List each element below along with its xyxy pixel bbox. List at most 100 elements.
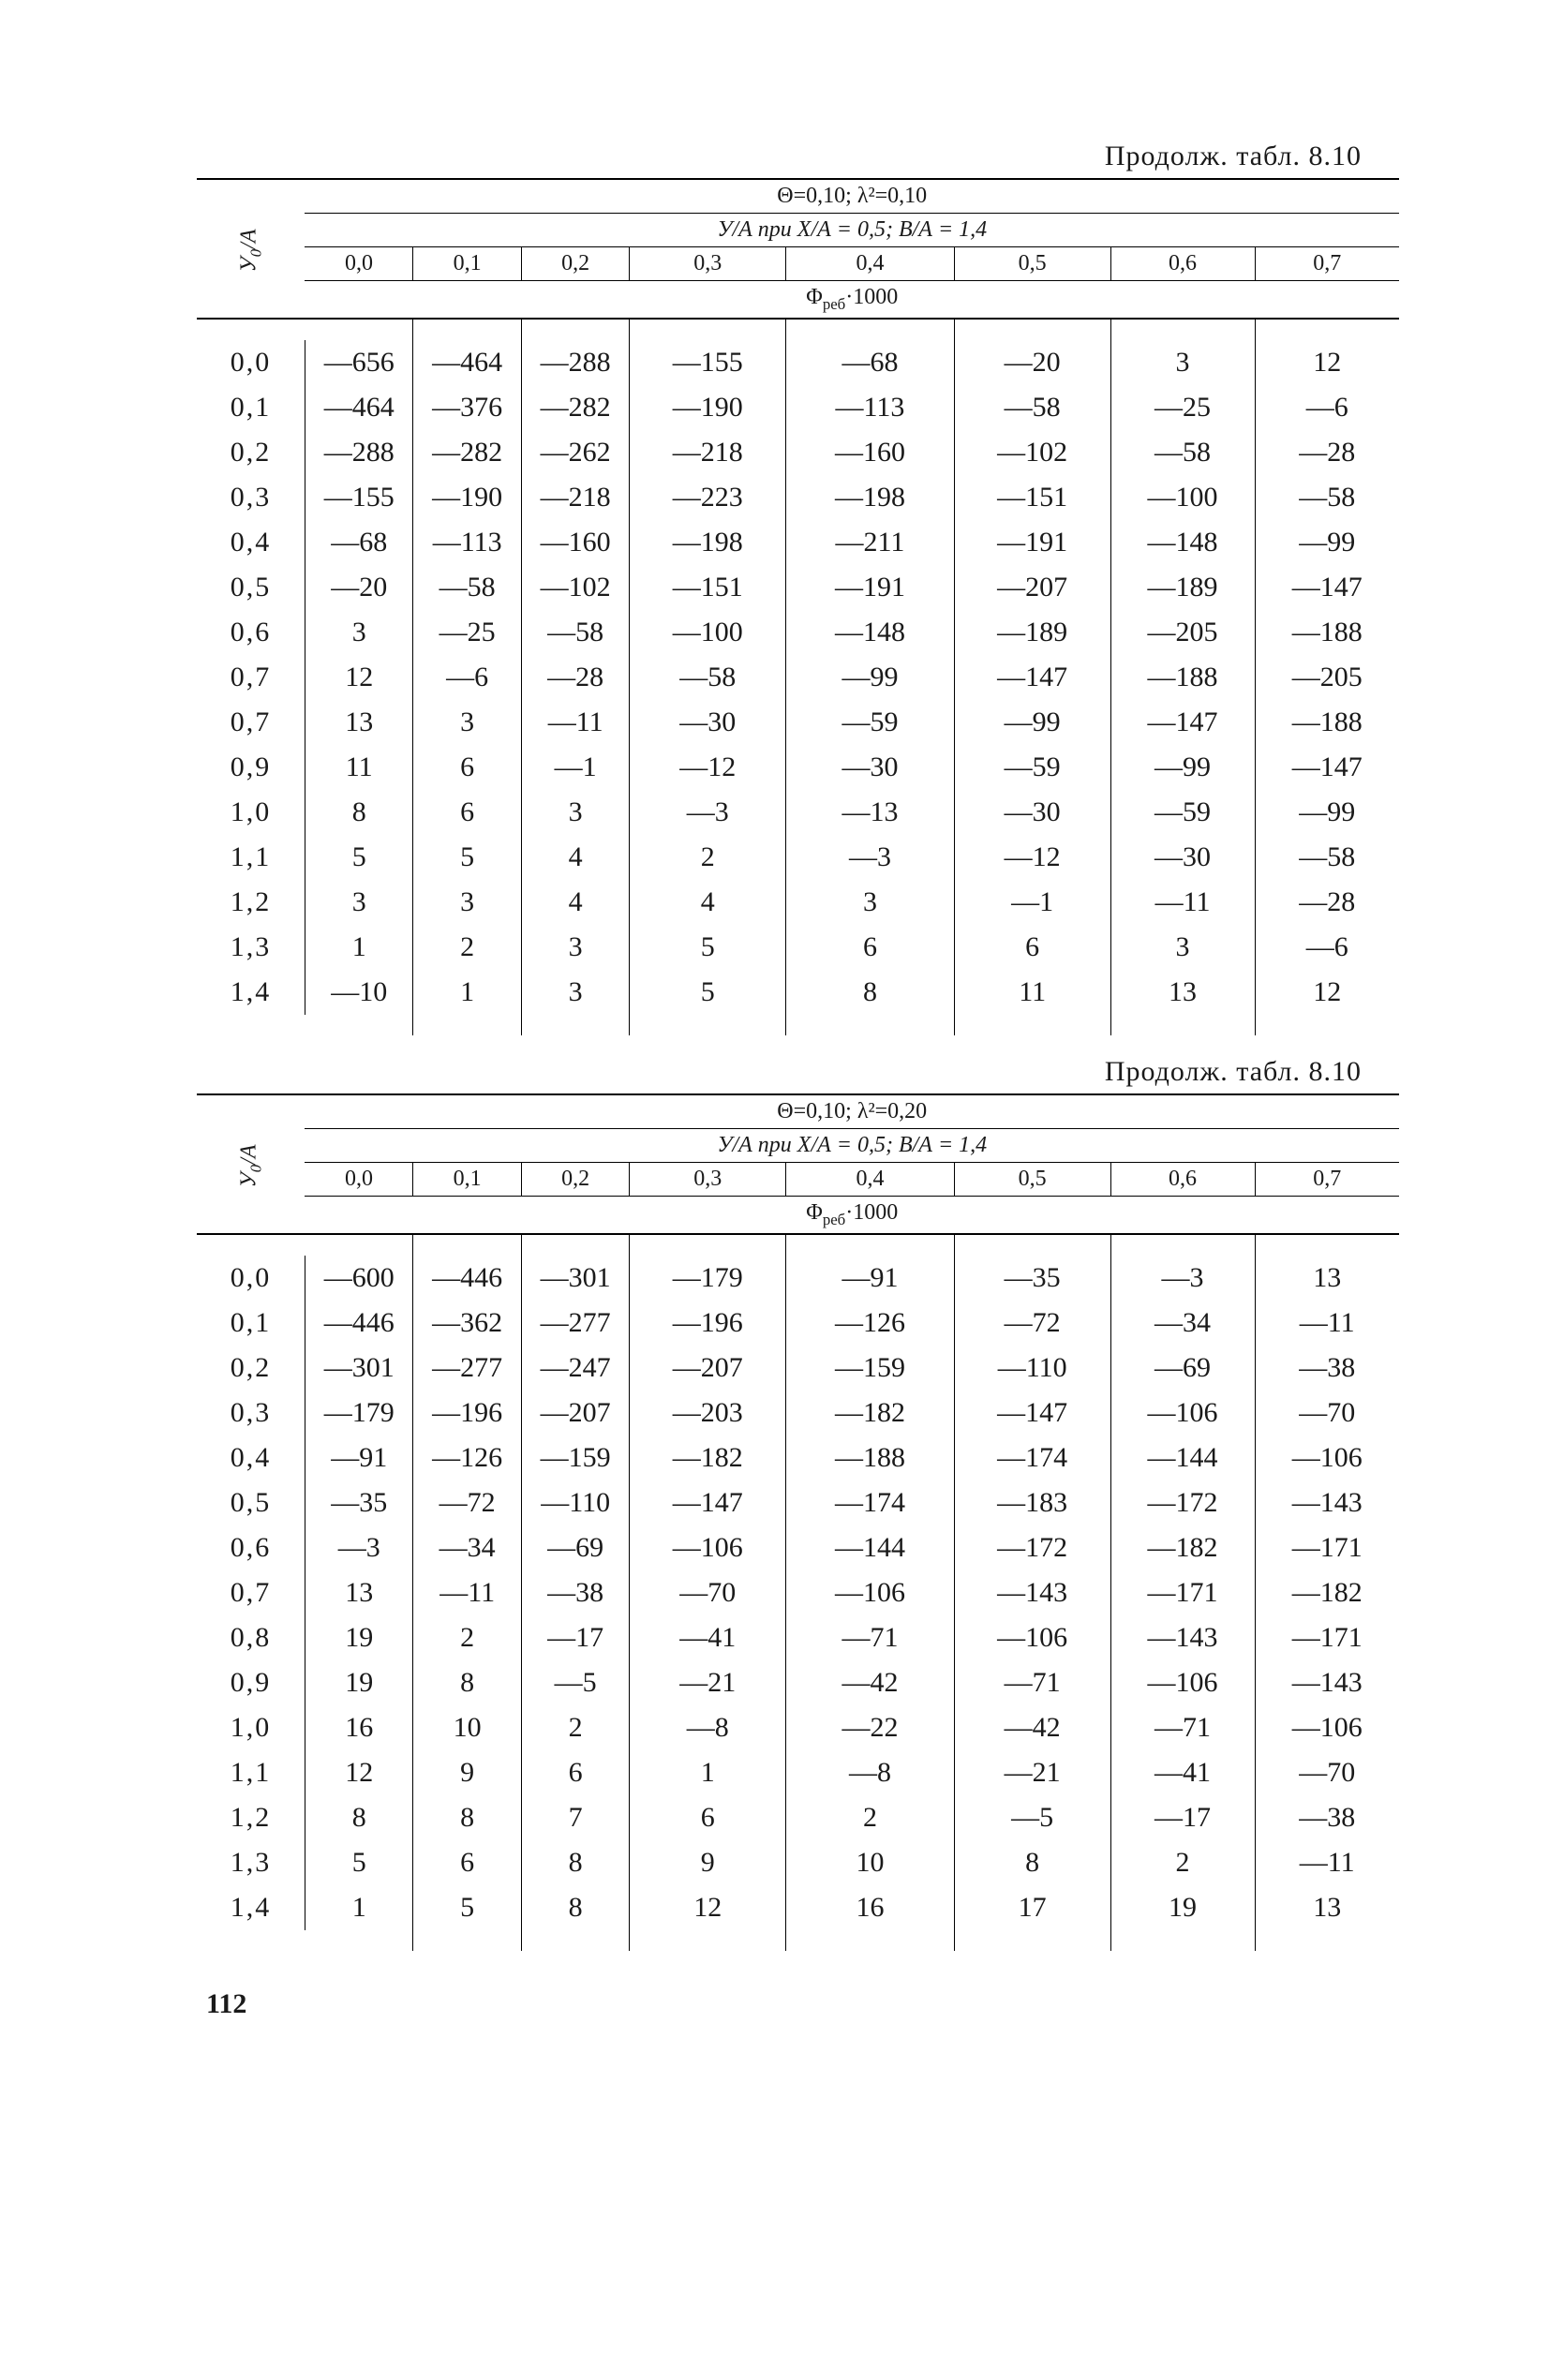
table-row: 0,713—11—38—70—106—143—171—182: [197, 1570, 1399, 1615]
cell: —8: [786, 1750, 955, 1795]
col-header: 0,6: [1110, 1162, 1255, 1196]
table-row: 1,4—101358111312: [197, 970, 1399, 1015]
row-label: 0,9: [197, 745, 305, 790]
cell: —207: [954, 565, 1110, 610]
cell: —30: [1110, 835, 1255, 880]
col-header: 0,0: [305, 1162, 412, 1196]
cell: —148: [1110, 520, 1255, 565]
cell: 3: [413, 880, 521, 925]
cell: —5: [521, 1660, 629, 1705]
cell: —179: [305, 1391, 412, 1435]
cell: —106: [1255, 1705, 1399, 1750]
row-label: 0,1: [197, 1301, 305, 1346]
cell: —301: [521, 1256, 629, 1301]
cell: 5: [413, 835, 521, 880]
cell: —6: [413, 655, 521, 700]
table-row: 0,4—68—113—160—198—211—191—148—99: [197, 520, 1399, 565]
cell: —99: [786, 655, 955, 700]
cell: —155: [630, 340, 786, 385]
cell: —159: [521, 1435, 629, 1480]
cell: —196: [630, 1301, 786, 1346]
cell: —3: [786, 835, 955, 880]
cell: —464: [413, 340, 521, 385]
table-row: 1,0863—3—13—30—59—99: [197, 790, 1399, 835]
cell: —41: [1110, 1750, 1255, 1795]
cell: —196: [413, 1391, 521, 1435]
table-row: 0,5—20—58—102—151—191—207—189—147: [197, 565, 1399, 610]
cell: 2: [413, 925, 521, 970]
cell: 2: [786, 1795, 955, 1840]
table-row: 1,31235663—6: [197, 925, 1399, 970]
cell: —171: [1255, 1525, 1399, 1570]
cell: —25: [1110, 385, 1255, 430]
cell: —34: [1110, 1301, 1255, 1346]
table-row: 0,7133—11—30—59—99—147—188: [197, 700, 1399, 745]
cell: 10: [786, 1840, 955, 1885]
cell: 5: [305, 1840, 412, 1885]
cell: 7: [521, 1795, 629, 1840]
row-label: 0,6: [197, 610, 305, 655]
cell: 3: [305, 610, 412, 655]
cell: 13: [1110, 970, 1255, 1015]
cell: 6: [521, 1750, 629, 1795]
cell: —189: [1110, 565, 1255, 610]
row-label: 0,9: [197, 1660, 305, 1705]
cell: 17: [954, 1885, 1110, 1930]
cell: —182: [1110, 1525, 1255, 1570]
cell: 8: [954, 1840, 1110, 1885]
cell: —11: [413, 1570, 521, 1615]
table-row: 1,016102—8—22—42—71—106: [197, 1705, 1399, 1750]
cell: —58: [1110, 430, 1255, 475]
cell: 4: [521, 880, 629, 925]
cell: —106: [1110, 1391, 1255, 1435]
cell: —144: [786, 1525, 955, 1570]
cell: 3: [1110, 925, 1255, 970]
table-row: 0,2—288—282—262—218—160—102—58—28: [197, 430, 1399, 475]
cell: —182: [786, 1391, 955, 1435]
cell: 8: [413, 1660, 521, 1705]
cell: —70: [1255, 1391, 1399, 1435]
col-header: 0,4: [786, 1162, 955, 1196]
table-row: 0,6—3—34—69—106—144—172—182—171: [197, 1525, 1399, 1570]
cell: —5: [954, 1795, 1110, 1840]
cell: 1: [305, 1885, 412, 1930]
table-row: 1,112961—8—21—41—70: [197, 1750, 1399, 1795]
cell: 1: [630, 1750, 786, 1795]
cell: —72: [954, 1301, 1110, 1346]
table-row: 0,0—656—464—288—155—68—20312: [197, 340, 1399, 385]
cell: —59: [954, 745, 1110, 790]
cell: —183: [954, 1480, 1110, 1525]
cell: —41: [630, 1615, 786, 1660]
cell: —59: [786, 700, 955, 745]
cell: —68: [786, 340, 955, 385]
cell: —3: [305, 1525, 412, 1570]
cell: —38: [1255, 1795, 1399, 1840]
row-header-stub: У0/А: [197, 179, 305, 319]
cell: 16: [786, 1885, 955, 1930]
cell: —147: [954, 1391, 1110, 1435]
cell: 1: [305, 925, 412, 970]
cell: —143: [1110, 1615, 1255, 1660]
table-row: 1,288762—5—17—38: [197, 1795, 1399, 1840]
cell: —71: [954, 1660, 1110, 1705]
table-row: 1,356891082—11: [197, 1840, 1399, 1885]
cell: 12: [305, 1750, 412, 1795]
cell: 6: [786, 925, 955, 970]
col-header: 0,6: [1110, 247, 1255, 281]
cell: —11: [1255, 1301, 1399, 1346]
cell: 2: [1110, 1840, 1255, 1885]
cell: 2: [521, 1705, 629, 1750]
cell: —69: [521, 1525, 629, 1570]
cell: —144: [1110, 1435, 1255, 1480]
cell: —203: [630, 1391, 786, 1435]
col-header: 0,4: [786, 247, 955, 281]
cell: —70: [1255, 1750, 1399, 1795]
cell: —70: [630, 1570, 786, 1615]
cell: —6: [1255, 925, 1399, 970]
cell: —159: [786, 1346, 955, 1391]
cell: —282: [521, 385, 629, 430]
cell: —1: [521, 745, 629, 790]
cell: 9: [413, 1750, 521, 1795]
row-label: 0,6: [197, 1525, 305, 1570]
cell: —151: [630, 565, 786, 610]
